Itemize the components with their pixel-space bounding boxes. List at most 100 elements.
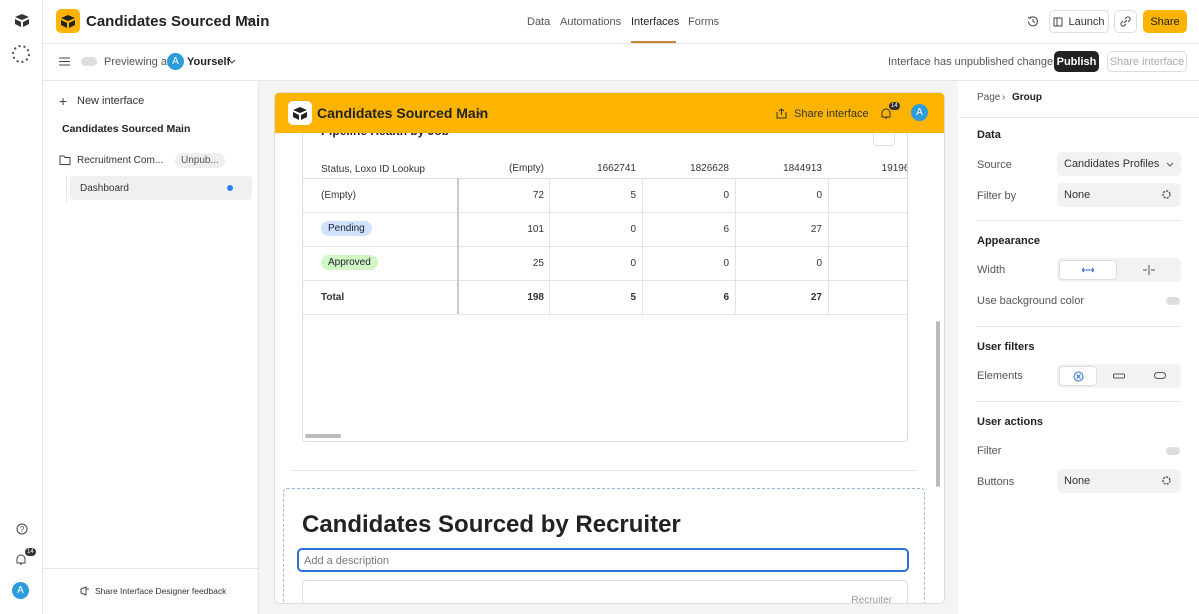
menu-icon[interactable] bbox=[59, 57, 70, 66]
elements-option-active[interactable] bbox=[1059, 366, 1097, 386]
preview-base-icon bbox=[288, 101, 312, 125]
logo bbox=[15, 14, 29, 27]
launch-button[interactable]: Launch bbox=[1049, 10, 1109, 33]
section-heading: Appearance bbox=[977, 235, 1040, 247]
elements-option[interactable] bbox=[1154, 372, 1166, 379]
tab[interactable]: Automations bbox=[560, 16, 622, 28]
history-icon[interactable] bbox=[1027, 15, 1039, 27]
share-button[interactable]: Share bbox=[1143, 10, 1187, 33]
preview-header bbox=[275, 93, 944, 133]
cell-value: 0 bbox=[723, 190, 729, 201]
tab-active[interactable]: Interfaces bbox=[631, 16, 680, 28]
section-divider bbox=[977, 401, 1181, 402]
column-header: 1826628 bbox=[690, 163, 729, 174]
loading-icon bbox=[12, 45, 30, 63]
elements-option[interactable] bbox=[1113, 372, 1125, 379]
tab[interactable]: Data bbox=[527, 16, 551, 28]
folder-name[interactable]: Recruitment Com... bbox=[77, 155, 164, 166]
cell-value: 27 bbox=[810, 292, 822, 303]
cell-value: 0 bbox=[816, 258, 822, 269]
cell-value: 25 bbox=[532, 258, 544, 269]
breadcrumb: Group bbox=[1012, 92, 1042, 103]
tab[interactable]: Forms bbox=[688, 16, 720, 28]
elements-toggle[interactable] bbox=[1057, 364, 1181, 388]
v-scrollbar[interactable] bbox=[936, 321, 940, 487]
total-label: Total bbox=[321, 292, 345, 303]
sidebar-border bbox=[258, 80, 259, 614]
column-rule bbox=[828, 178, 829, 314]
publish-label: Publish bbox=[1056, 55, 1097, 68]
section-divider bbox=[977, 326, 1181, 327]
cell-value: 27 bbox=[810, 224, 822, 235]
chevron bbox=[476, 110, 485, 116]
notification-count: 14 bbox=[25, 548, 36, 556]
section-heading: Data bbox=[977, 129, 1001, 141]
feedback-icon bbox=[80, 586, 89, 596]
avatar[interactable]: A bbox=[12, 582, 29, 599]
column-rule bbox=[457, 178, 459, 314]
field-label: Width bbox=[977, 264, 1006, 276]
preview-share[interactable]: Share interface bbox=[794, 108, 869, 120]
panel-divider bbox=[959, 117, 1199, 118]
base-icon bbox=[56, 9, 80, 33]
field-label: Source bbox=[977, 159, 1012, 171]
breadcrumb[interactable]: Page bbox=[977, 92, 1001, 103]
cell-value: 0 bbox=[630, 258, 636, 269]
row-rule bbox=[303, 246, 907, 247]
page-item[interactable] bbox=[70, 176, 252, 200]
pivot-table: Pipeline Health by Job Status, Loxo ID L… bbox=[302, 113, 908, 442]
share-interface-button[interactable]: Share interface bbox=[1107, 51, 1187, 72]
width-toggle[interactable] bbox=[1057, 258, 1181, 282]
tree-line bbox=[66, 175, 67, 202]
column-header: 1662741 bbox=[597, 163, 636, 174]
base-name[interactable]: Candidates Sourced Main bbox=[86, 13, 270, 30]
field-label: Use background color bbox=[977, 295, 1085, 307]
filter-toggle[interactable] bbox=[1166, 447, 1180, 455]
h-scrollbar[interactable] bbox=[305, 434, 341, 438]
preview-card: Pipeline Health by Job Status, Loxo ID L… bbox=[274, 92, 945, 604]
filter-select[interactable]: None bbox=[1057, 183, 1181, 207]
description-input[interactable]: Add a description bbox=[297, 548, 909, 572]
preview-avatar[interactable]: A bbox=[911, 104, 928, 121]
sidebar-base: Candidates Sourced Main bbox=[62, 123, 191, 135]
background-toggle[interactable] bbox=[1166, 297, 1180, 305]
bell-icon[interactable] bbox=[15, 553, 27, 566]
toolbar-border bbox=[42, 80, 1199, 81]
description-placeholder: Add a description bbox=[304, 555, 389, 567]
new-interface[interactable]: New interface bbox=[77, 95, 145, 107]
pivot-body: (Empty) 1662741 1826628 1844913 191966 (Empty… bbox=[303, 114, 907, 441]
plus-icon: + bbox=[59, 93, 68, 109]
cell-value: 101 bbox=[527, 224, 544, 235]
feedback-link[interactable]: Share Interface Designer feedback bbox=[95, 586, 227, 596]
publish-button[interactable]: Publish bbox=[1054, 51, 1099, 72]
cell-value: 6 bbox=[723, 224, 729, 235]
share-label: Share bbox=[1150, 15, 1180, 28]
column-rule bbox=[735, 178, 736, 314]
cell-value: 5 bbox=[630, 292, 636, 303]
header-rule bbox=[303, 178, 907, 179]
buttons-value: None bbox=[1064, 475, 1091, 487]
row-rule bbox=[303, 314, 907, 315]
page-name[interactable]: Dashboard bbox=[80, 183, 129, 194]
link-button[interactable] bbox=[1114, 10, 1137, 33]
recruiter-table: Recruiter bbox=[302, 580, 908, 603]
buttons-select[interactable]: None bbox=[1057, 469, 1181, 493]
preview-user[interactable]: Yourself bbox=[187, 56, 231, 68]
width-option-active[interactable] bbox=[1059, 260, 1117, 280]
field-label: Filter bbox=[977, 445, 1002, 457]
row-rule bbox=[303, 280, 907, 281]
source-select[interactable]: Candidates Profiles bbox=[1057, 152, 1181, 176]
preview-title[interactable]: Candidates Sourced Main bbox=[317, 105, 489, 121]
share-icon bbox=[776, 108, 787, 119]
help-icon[interactable]: ? bbox=[16, 523, 28, 535]
cell-value: 198 bbox=[527, 292, 544, 303]
cell-value: 5 bbox=[828, 292, 907, 303]
unpublished-status: Interface has unpublished changes bbox=[888, 56, 1059, 68]
bell-icon[interactable] bbox=[880, 107, 892, 120]
width-option[interactable] bbox=[1143, 265, 1155, 275]
preview-toggle[interactable] bbox=[81, 57, 97, 66]
column-rule bbox=[642, 178, 643, 314]
column-header: 191966 bbox=[881, 163, 907, 174]
